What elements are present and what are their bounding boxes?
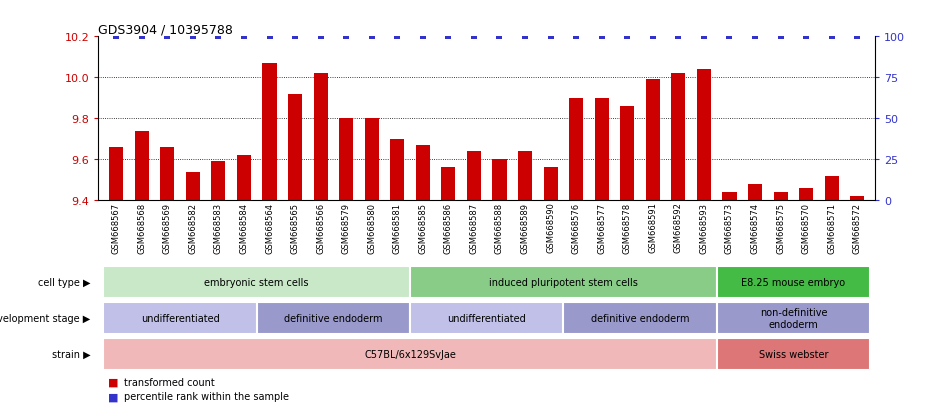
Bar	[646, 80, 660, 201]
Bar	[103, 338, 717, 370]
Point	[518, 34, 533, 40]
Text: C57BL/6x129SvJae: C57BL/6x129SvJae	[364, 349, 456, 359]
Bar	[671, 74, 685, 201]
Bar	[416, 145, 430, 201]
Point	[850, 34, 865, 40]
Point	[543, 34, 558, 40]
Bar	[390, 140, 404, 201]
Bar	[518, 152, 532, 201]
Text: strain ▶: strain ▶	[51, 349, 91, 359]
Text: non-definitive
endoderm: non-definitive endoderm	[760, 307, 827, 329]
Text: definitive endoderm: definitive endoderm	[285, 313, 383, 323]
Bar	[410, 302, 563, 335]
Text: Swiss webster: Swiss webster	[759, 349, 828, 359]
Text: percentile rank within the sample: percentile rank within the sample	[124, 392, 289, 401]
Text: development stage ▶: development stage ▶	[0, 313, 91, 323]
Point	[185, 34, 200, 40]
Point	[773, 34, 788, 40]
Point	[134, 34, 149, 40]
Bar	[237, 156, 251, 201]
Point	[798, 34, 813, 40]
Point	[825, 34, 840, 40]
Point	[160, 34, 175, 40]
Bar	[773, 192, 787, 201]
Bar	[544, 168, 558, 201]
Bar	[135, 131, 149, 201]
Point	[492, 34, 507, 40]
Bar	[621, 107, 635, 201]
Bar	[410, 266, 717, 299]
Text: GDS3904 / 10395788: GDS3904 / 10395788	[98, 23, 233, 36]
Point	[594, 34, 609, 40]
Bar	[467, 152, 481, 201]
Bar	[825, 176, 839, 201]
Bar	[850, 197, 864, 201]
Point	[237, 34, 252, 40]
Bar	[569, 98, 583, 201]
Bar	[288, 95, 302, 201]
Bar	[110, 147, 124, 201]
Bar	[103, 266, 410, 299]
Bar	[442, 168, 456, 201]
Text: undifferentiated: undifferentiated	[447, 313, 526, 323]
Bar	[186, 172, 200, 201]
Bar	[212, 162, 226, 201]
Bar	[717, 338, 870, 370]
Bar	[717, 266, 870, 299]
Bar	[594, 98, 608, 201]
Bar	[697, 70, 711, 201]
Text: definitive endoderm: definitive endoderm	[591, 313, 689, 323]
Text: induced pluripotent stem cells: induced pluripotent stem cells	[489, 277, 637, 287]
Text: E8.25 mouse embryo: E8.25 mouse embryo	[741, 277, 845, 287]
Text: embryonic stem cells: embryonic stem cells	[204, 277, 309, 287]
Point	[441, 34, 456, 40]
Bar	[563, 302, 717, 335]
Point	[416, 34, 431, 40]
Bar	[492, 160, 506, 201]
Point	[748, 34, 763, 40]
Point	[364, 34, 379, 40]
Bar	[723, 192, 737, 201]
Text: ■: ■	[108, 392, 118, 401]
Point	[569, 34, 584, 40]
Point	[339, 34, 354, 40]
Point	[314, 34, 329, 40]
Point	[645, 34, 660, 40]
Text: cell type ▶: cell type ▶	[38, 277, 91, 287]
Point	[696, 34, 711, 40]
Bar	[799, 188, 813, 201]
Point	[466, 34, 481, 40]
Bar	[339, 119, 353, 201]
Point	[722, 34, 737, 40]
Point	[671, 34, 686, 40]
Point	[389, 34, 404, 40]
Point	[620, 34, 635, 40]
Bar	[314, 74, 328, 201]
Bar	[103, 302, 256, 335]
Bar	[717, 302, 870, 335]
Bar	[160, 147, 174, 201]
Point	[287, 34, 302, 40]
Point	[262, 34, 277, 40]
Bar	[256, 302, 410, 335]
Point	[211, 34, 226, 40]
Bar	[365, 119, 379, 201]
Text: undifferentiated: undifferentiated	[140, 313, 219, 323]
Point	[109, 34, 124, 40]
Text: ■: ■	[108, 377, 118, 387]
Bar	[748, 184, 762, 201]
Bar	[262, 64, 276, 201]
Text: transformed count: transformed count	[124, 377, 215, 387]
